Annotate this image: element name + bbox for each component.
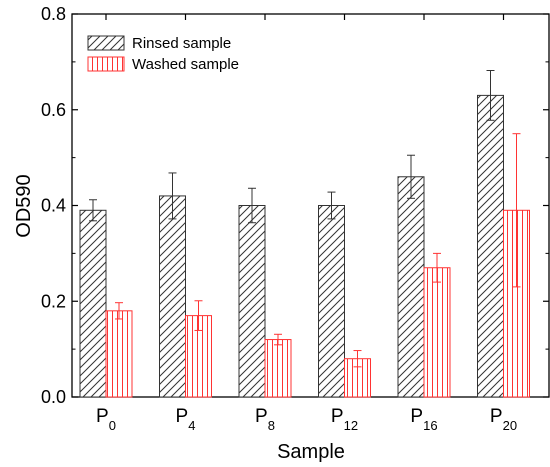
y-tick-label: 0.6: [41, 100, 66, 120]
legend-label-rinsed: Rinsed sample: [132, 35, 231, 52]
x-tick-label: P4: [176, 406, 196, 433]
x-tick-label: P0: [96, 406, 116, 433]
x-axis-title: Sample: [277, 441, 345, 463]
bar-washed: [264, 339, 292, 398]
y-tick-label: 0.2: [41, 291, 66, 311]
bar-washed: [105, 310, 133, 398]
bar-washed: [423, 267, 451, 398]
bar-rinsed: [79, 209, 107, 398]
legend-swatch-rinsed: [87, 35, 125, 51]
plot-area: 0.0 0.2 0.4 0.6 0.8 P0 P4 P8 P12 P16 P20: [41, 4, 550, 433]
y-axis-title: OD590: [13, 174, 35, 237]
bar-rinsed: [397, 176, 425, 398]
y-tick-label: 0.4: [41, 196, 66, 216]
x-tick-label: P20: [490, 406, 517, 433]
legend-label-washed: Washed sample: [132, 56, 239, 73]
y-tick-label: 0.8: [41, 4, 66, 24]
legend-swatch-washed: [87, 56, 125, 72]
x-tick-label: P12: [331, 406, 358, 433]
bar-rinsed: [318, 205, 345, 398]
bar-rinsed: [159, 195, 186, 398]
x-tick-label: P16: [410, 406, 437, 433]
x-tick-label: P8: [255, 406, 275, 433]
bar-rinsed: [477, 94, 504, 398]
bar-rinsed: [238, 205, 266, 398]
y-tick-label: 0.0: [41, 387, 66, 407]
legend: Rinsed sample Washed sample: [87, 35, 239, 73]
